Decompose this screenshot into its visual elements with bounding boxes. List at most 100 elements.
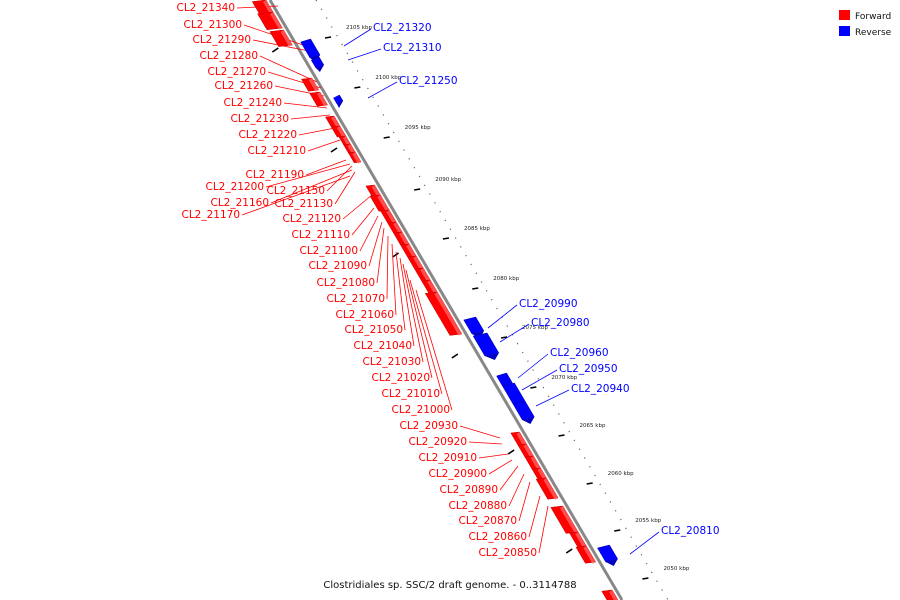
kbp-tick-mark bbox=[558, 434, 565, 437]
kbp-tick-mark bbox=[642, 577, 649, 580]
kbp-tick-label: 2070 kbp bbox=[551, 375, 577, 381]
reverse-gene bbox=[512, 400, 535, 424]
reverse-gene-label: CL2_20810 bbox=[661, 525, 720, 537]
kbp-tick-label: 2055 kbp bbox=[635, 518, 661, 524]
forward-gene bbox=[347, 151, 362, 164]
forward-gene-label: CL2_21000 bbox=[391, 404, 450, 416]
forward-gene bbox=[575, 545, 597, 564]
forward-gene-label: CL2_21210 bbox=[247, 145, 306, 157]
reverse-gene bbox=[597, 544, 619, 566]
forward-leader-line bbox=[409, 279, 443, 395]
scale-tick-mark bbox=[392, 252, 400, 258]
forward-gene-label: CL2_20850 bbox=[478, 547, 537, 559]
reverse-gene-label: CL2_21320 bbox=[373, 22, 432, 34]
forward-gene-label: CL2_20910 bbox=[418, 452, 477, 464]
forward-gene-label: CL2_21280 bbox=[199, 50, 258, 62]
kbp-tick-mark bbox=[414, 188, 421, 191]
forward-gene-label: CL2_21200 bbox=[205, 181, 264, 193]
scale-tick-mark bbox=[507, 449, 515, 455]
forward-leader-line bbox=[528, 495, 541, 538]
forward-gene-label: CL2_21260 bbox=[214, 80, 273, 92]
legend-reverse-label: Reverse bbox=[855, 28, 892, 38]
forward-leader-line bbox=[351, 207, 375, 236]
forward-gene-label: CL2_20930 bbox=[399, 420, 458, 432]
forward-leader-line bbox=[259, 55, 318, 83]
forward-leader-line bbox=[283, 102, 328, 109]
forward-gene bbox=[424, 291, 463, 336]
kbp-ticks: 2105 kbp 2100 kbp 2095 kbp 2090 kbp 2085 kbp… bbox=[271, 25, 690, 580]
forward-gene-label: CL2_21100 bbox=[299, 245, 358, 257]
forward-gene-label: CL2_21130 bbox=[274, 198, 333, 210]
reverse-leader-line bbox=[517, 353, 549, 379]
scale-tick-mark bbox=[451, 353, 459, 359]
reverse-gene-label: CL2_21250 bbox=[399, 75, 458, 87]
genome-caption: Clostridiales sp. SSC/2 draft genome. - … bbox=[323, 580, 576, 591]
forward-leader-line bbox=[307, 139, 341, 152]
kbp-tick-label: 2050 kbp bbox=[663, 566, 689, 572]
kbp-tick-mark bbox=[383, 136, 390, 139]
reverse-gene-label: CL2_21310 bbox=[383, 42, 442, 54]
forward-leader-line bbox=[334, 171, 356, 205]
legend: Forward Reverse bbox=[839, 10, 892, 38]
forward-leader-line bbox=[391, 243, 397, 316]
kbp-tick-label: 2085 kbp bbox=[464, 226, 490, 232]
forward-gene-label: CL2_21120 bbox=[282, 213, 341, 225]
reverse-leader-line bbox=[535, 389, 570, 407]
forward-gene-label: CL2_21020 bbox=[371, 372, 430, 384]
forward-gene-label: CL2_21220 bbox=[238, 129, 297, 141]
forward-gene-label: CL2_21270 bbox=[207, 66, 266, 78]
reverse-gene-label: CL2_20950 bbox=[559, 363, 618, 375]
kbp-tick-label: 2105 kbp bbox=[346, 25, 372, 31]
forward-gene bbox=[269, 29, 293, 47]
forward-leader-line bbox=[399, 257, 415, 347]
reverse-gene bbox=[333, 94, 344, 108]
reverse-leader-line bbox=[343, 28, 372, 47]
reverse-leader-line bbox=[521, 369, 558, 391]
forward-gene bbox=[309, 91, 329, 107]
forward-leader-line bbox=[395, 251, 406, 331]
forward-gene bbox=[257, 11, 283, 31]
kbp-tick-mark bbox=[472, 287, 479, 290]
reverse-gene-label: CL2_20940 bbox=[571, 383, 630, 395]
forward-gene bbox=[601, 589, 619, 600]
forward-gene-label: CL2_21030 bbox=[362, 356, 421, 368]
forward-leader-line bbox=[241, 175, 351, 216]
kbp-tick-label: 2065 kbp bbox=[580, 423, 606, 429]
kbp-ruler bbox=[315, 0, 669, 600]
kbp-tick-mark bbox=[324, 36, 332, 39]
forward-gene-label: CL2_21240 bbox=[223, 97, 282, 109]
reverse-gene-label: CL2_20960 bbox=[550, 347, 609, 359]
reverse-gene bbox=[472, 332, 500, 360]
forward-gene-label: CL2_21080 bbox=[316, 277, 375, 289]
kbp-tick-mark bbox=[614, 529, 621, 532]
kbp-tick-label: 2095 kbp bbox=[405, 125, 431, 131]
kbp-tick-mark bbox=[442, 237, 450, 240]
kbp-tick-mark bbox=[586, 482, 593, 485]
reverse-leader-line bbox=[487, 304, 518, 329]
forward-gene-label: CL2_20870 bbox=[458, 515, 517, 527]
forward-gene-label: CL2_21170 bbox=[181, 209, 240, 221]
forward-leader-line bbox=[342, 194, 373, 220]
scale-tick-mark bbox=[565, 548, 573, 554]
reverse-gene-label: CL2_20990 bbox=[519, 298, 578, 310]
reverse-leader-line bbox=[367, 81, 398, 99]
forward-leader-line bbox=[518, 481, 531, 522]
reverse-leader-line bbox=[347, 48, 382, 61]
forward-leader-line bbox=[488, 459, 513, 475]
forward-gene-label: CL2_21090 bbox=[308, 260, 367, 272]
forward-gene-label: CL2_20900 bbox=[428, 468, 487, 480]
scale-tick-mark bbox=[271, 47, 279, 53]
forward-gene-label: CL2_21010 bbox=[381, 388, 440, 400]
forward-leader-line bbox=[326, 165, 353, 192]
forward-leader-line bbox=[290, 114, 331, 120]
forward-gene-label: CL2_21060 bbox=[335, 309, 394, 321]
forward-gene bbox=[369, 194, 390, 212]
forward-gene-label: CL2_21050 bbox=[344, 324, 403, 336]
gene-glyphs bbox=[251, 0, 619, 600]
forward-leader-line bbox=[376, 227, 385, 284]
forward-gene bbox=[301, 77, 320, 92]
forward-leader-line bbox=[508, 473, 525, 507]
forward-gene-label: CL2_20920 bbox=[408, 436, 467, 448]
kbp-tick-label: 2060 kbp bbox=[608, 471, 634, 477]
